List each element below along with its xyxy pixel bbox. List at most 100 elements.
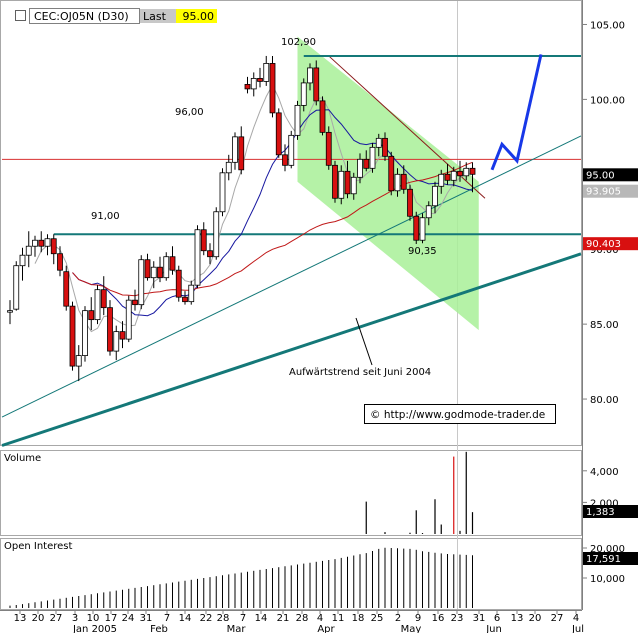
candle — [200, 222, 207, 256]
date-tick-label: 22 — [200, 613, 213, 624]
header-last-label: Last — [143, 10, 167, 23]
candle-body — [388, 155, 395, 192]
candle-body — [132, 299, 138, 306]
date-tick-label: 2 — [395, 613, 401, 624]
candle — [132, 289, 138, 311]
candle-body — [232, 136, 238, 163]
candle-body — [250, 78, 257, 90]
candle-body — [157, 266, 163, 279]
candle — [300, 78, 307, 112]
candle-body — [150, 266, 157, 279]
candle — [357, 153, 363, 184]
date-tick-label: 6 — [494, 613, 500, 624]
candle-body — [269, 63, 276, 114]
candle-body — [407, 188, 413, 217]
volume-bars — [365, 451, 474, 534]
candle-body — [344, 170, 351, 195]
oi-title: Open Interest — [4, 541, 73, 552]
candle — [238, 126, 245, 175]
month-label: Apr — [317, 624, 335, 633]
candle — [382, 132, 388, 161]
level-91-label: 91,00 — [91, 211, 120, 222]
candle — [82, 306, 88, 362]
candle — [175, 265, 182, 302]
candle — [263, 55, 270, 86]
date-axis-ticks: 13 20 27 3 10 17 24 31 7 14 22 28 7 14 21 28 4 11 18 25 2 9 16… — [14, 610, 579, 624]
candle-body — [25, 245, 32, 256]
candle — [269, 55, 276, 118]
month-label: Feb — [150, 624, 168, 633]
high-label: 102,90 — [281, 37, 316, 48]
candle — [157, 256, 163, 283]
candle-body — [400, 173, 407, 190]
candle — [332, 160, 338, 203]
candle-body — [94, 289, 101, 321]
major-uptrend-line — [1, 252, 582, 447]
candle-body — [375, 137, 382, 148]
price-tag: 93.905 — [586, 187, 621, 198]
date-tick-label: 3 — [72, 613, 78, 624]
date-tick-label: 28 — [296, 613, 309, 624]
uptrend-label-pointer — [355, 317, 373, 366]
candle-body — [244, 84, 251, 90]
header-symbol: CEC:OJ05N (D30) — [34, 10, 129, 23]
price-tag-bg — [583, 168, 638, 182]
ma-mid-line — [72, 109, 473, 317]
date-tick-label: 23 — [451, 613, 464, 624]
date-tick-label: 27 — [50, 613, 63, 624]
date-tick-label: 20 — [529, 613, 542, 624]
copyright-box — [364, 404, 556, 424]
candle-body — [438, 173, 445, 187]
candle-body — [57, 253, 63, 271]
candle — [257, 67, 263, 88]
date-tick-label: 14 — [179, 613, 192, 624]
month-label: Mar — [227, 624, 247, 633]
candle-body — [469, 167, 476, 175]
date-tick-label: 10 — [87, 613, 100, 624]
candle — [107, 300, 113, 356]
header-checkbox[interactable] — [15, 10, 26, 21]
candle-body — [219, 172, 226, 213]
candle — [213, 207, 220, 260]
candle — [244, 76, 251, 94]
candle-body — [194, 229, 201, 286]
candle — [19, 247, 26, 281]
candle-body — [313, 67, 320, 102]
candle-body — [163, 256, 170, 279]
candle-body — [282, 154, 288, 166]
candle — [375, 133, 382, 157]
candle — [344, 160, 351, 199]
candle — [425, 201, 432, 226]
candle — [219, 168, 226, 217]
header-last-box — [140, 9, 176, 23]
candle — [369, 142, 376, 173]
candle-body — [300, 82, 307, 106]
candle — [294, 100, 301, 140]
candle — [450, 166, 457, 187]
candle — [419, 213, 426, 244]
candle — [232, 132, 238, 170]
price-tick-label: 105.00 — [590, 20, 625, 31]
volume-last-tag-bg — [583, 505, 638, 518]
candle-body — [69, 305, 76, 367]
candle — [407, 184, 413, 221]
candle — [413, 211, 420, 244]
date-tick-label: 4 — [317, 613, 323, 624]
open-interest-bars — [9, 547, 473, 608]
candle — [388, 151, 395, 196]
date-tick-label: 13 — [14, 613, 27, 624]
candle — [125, 295, 132, 343]
candle-body — [63, 271, 70, 307]
price-candles — [7, 55, 476, 382]
candle-body — [363, 158, 370, 169]
candle-body — [425, 205, 432, 219]
date-tick-label: 7 — [164, 613, 170, 624]
candle — [338, 165, 345, 205]
volume-last-tag: 1,383 — [586, 507, 615, 518]
candle — [119, 321, 126, 349]
candle — [113, 325, 120, 361]
date-tick-label: 21 — [277, 613, 290, 624]
volume-tick-label: 2,000 — [590, 498, 619, 509]
candle — [325, 126, 332, 170]
